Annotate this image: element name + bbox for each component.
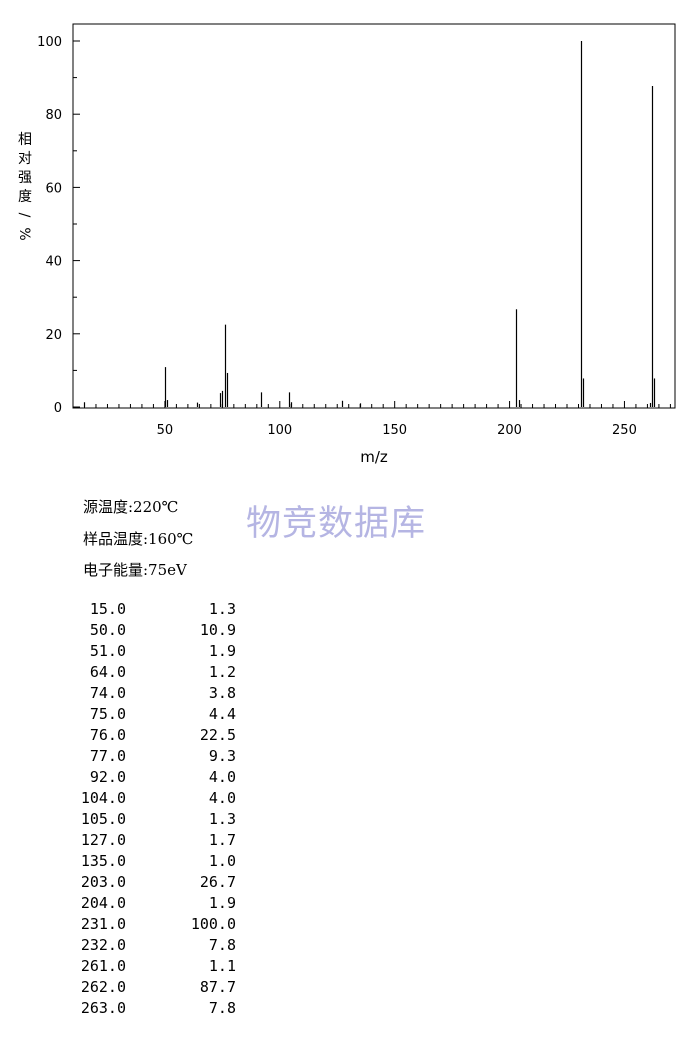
table-row: 75.0 4.4 — [62, 704, 242, 725]
y-axis-label-char: 相 — [18, 132, 32, 148]
x-axis-label: m/z — [360, 448, 388, 466]
mz-value: 77.0 — [89, 747, 126, 765]
peak-table: 15.0 1.3 50.0 10.9 51.0 1.9 64.0 1.2 74.0 3.8 75.0… — [62, 599, 242, 1019]
x-tick-label: 250 — [612, 423, 637, 438]
table-row: 15.0 1.3 — [62, 599, 242, 620]
x-tick-label: 150 — [382, 423, 407, 438]
intensity-value: 7.8 — [208, 936, 236, 954]
intensity-value: 1.2 — [208, 663, 236, 681]
table-row: 51.0 1.9 — [62, 641, 242, 662]
mz-value: 231.0 — [80, 915, 126, 933]
y-tick-label: 40 — [45, 255, 62, 270]
mz-value: 50.0 — [89, 621, 126, 639]
watermark: 物竞数据库 — [246, 504, 427, 544]
mz-value: 51.0 — [89, 642, 126, 660]
table-row: 261.0 1.1 — [62, 956, 242, 977]
table-row: 64.0 1.2 — [62, 662, 242, 683]
intensity-value: 3.8 — [208, 684, 236, 702]
table-row: 76.0 22.5 — [62, 725, 242, 746]
y-tick-label: 0 — [54, 401, 62, 416]
table-row: 263.0 7.8 — [62, 998, 242, 1019]
table-row: 92.0 4.0 — [62, 767, 242, 788]
intensity-value: 1.0 — [208, 852, 236, 870]
intensity-value: 1.9 — [208, 894, 236, 912]
electron-energy: 电子能量:75eV — [83, 561, 187, 579]
x-tick-label: 100 — [267, 423, 292, 438]
mz-value: 92.0 — [89, 768, 126, 786]
intensity-value: 9.3 — [208, 747, 236, 765]
intensity-value: 1.3 — [208, 810, 236, 828]
mz-value: 76.0 — [89, 726, 126, 744]
intensity-value: 26.7 — [199, 873, 236, 891]
table-row: 105.0 1.3 — [62, 809, 242, 830]
intensity-value: 7.8 — [208, 999, 236, 1017]
mz-value: 232.0 — [80, 936, 126, 954]
y-tick-label: 100 — [37, 35, 62, 50]
intensity-value: 100.0 — [190, 915, 236, 933]
mz-value: 261.0 — [80, 957, 126, 975]
x-axis-ticks: 50 100 150 200 250 — [83, 401, 671, 438]
experiment-conditions: 源温度:220℃ 样品温度:160℃ 电子能量:75eV — [83, 492, 193, 587]
plot-frame — [72, 23, 676, 409]
x-tick-label: 200 — [497, 423, 522, 438]
intensity-value: 1.3 — [208, 600, 236, 618]
table-row: 74.0 3.8 — [62, 683, 242, 704]
mz-value: 135.0 — [80, 852, 126, 870]
y-tick-label: 60 — [45, 181, 62, 196]
table-row: 203.0 26.7 — [62, 872, 242, 893]
mz-value: 75.0 — [89, 705, 126, 723]
y-axis-label-char: / — [16, 213, 32, 218]
mz-value: 74.0 — [89, 684, 126, 702]
mz-value: 64.0 — [89, 663, 126, 681]
intensity-value: 10.9 — [199, 621, 236, 639]
table-row: 231.0 100.0 — [62, 914, 242, 935]
intensity-value: 1.1 — [208, 957, 236, 975]
y-axis-label-char: 度 — [18, 189, 32, 205]
intensity-value: 22.5 — [199, 726, 236, 744]
x-tick-label: 50 — [157, 423, 174, 438]
intensity-value: 1.9 — [208, 642, 236, 660]
mz-value: 263.0 — [80, 999, 126, 1017]
y-axis-label-char: % — [16, 227, 32, 240]
y-tick-label: 80 — [45, 108, 62, 123]
intensity-value: 4.0 — [208, 789, 236, 807]
table-row: 104.0 4.0 — [62, 788, 242, 809]
intensity-value: 1.7 — [208, 831, 236, 849]
table-row: 127.0 1.7 — [62, 830, 242, 851]
table-row: 262.0 87.7 — [62, 977, 242, 998]
intensity-value: 4.0 — [208, 768, 236, 786]
spectrum-peaks — [83, 41, 656, 407]
mz-value: 105.0 — [80, 810, 126, 828]
table-row: 204.0 1.9 — [62, 893, 242, 914]
y-axis-ticks: 0 20 40 60 80 100 — [37, 35, 80, 416]
mz-value: 203.0 — [80, 873, 126, 891]
source-temperature: 源温度:220℃ — [83, 498, 179, 516]
mz-value: 127.0 — [80, 831, 126, 849]
table-row: 232.0 7.8 — [62, 935, 242, 956]
y-tick-label: 20 — [45, 328, 62, 343]
mz-value: 262.0 — [80, 978, 126, 996]
table-row: 50.0 10.9 — [62, 620, 242, 641]
table-row: 135.0 1.0 — [62, 851, 242, 872]
mz-value: 15.0 — [89, 600, 126, 618]
mz-value: 204.0 — [80, 894, 126, 912]
y-axis-label-char: 强 — [18, 170, 32, 186]
table-row: 77.0 9.3 — [62, 746, 242, 767]
intensity-value: 87.7 — [199, 978, 236, 996]
intensity-value: 4.4 — [208, 705, 236, 723]
mz-value: 104.0 — [80, 789, 126, 807]
sample-temperature: 样品温度:160℃ — [83, 529, 194, 548]
y-axis-label-char: 对 — [18, 151, 32, 167]
